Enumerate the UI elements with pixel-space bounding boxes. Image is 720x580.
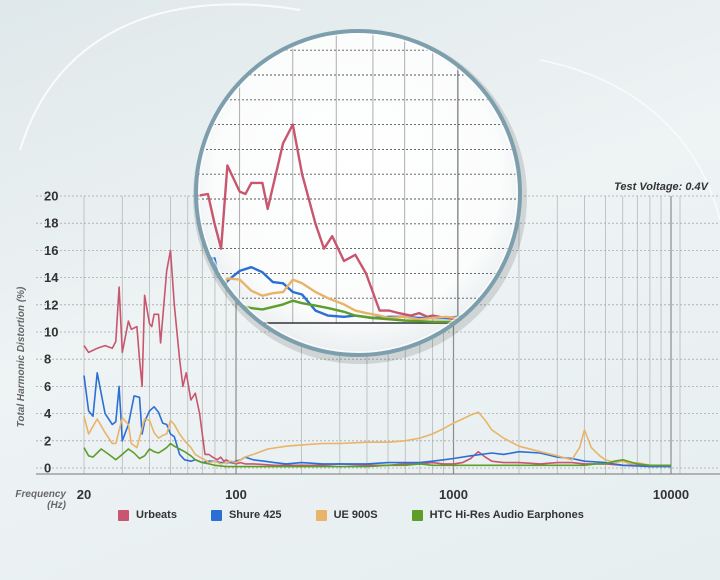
magnifier-lens bbox=[196, 31, 520, 355]
legend-label-urbeats: Urbeats bbox=[136, 509, 177, 521]
inset-series-line-ue-900s bbox=[196, 271, 520, 322]
magnifier-inset bbox=[193, 29, 527, 364]
x-axis-title: Frequency bbox=[15, 489, 66, 500]
series-line-htc-hi-res-audio-earphones bbox=[83, 442, 671, 468]
y-tick-label: 8 bbox=[44, 352, 51, 367]
x-tick-label: 20 bbox=[77, 487, 91, 502]
series-line-ue-900s bbox=[83, 411, 671, 467]
legend-item-htc: HTC Hi-Res Audio Earphones bbox=[411, 509, 584, 521]
legend-item-ue-900s: UE 900S bbox=[315, 509, 378, 521]
legend-swatch-htc bbox=[411, 509, 423, 521]
y-tick-label: 20 bbox=[44, 189, 58, 204]
legend-label-htc: HTC Hi-Res Audio Earphones bbox=[429, 509, 584, 521]
y-tick-label: 0 bbox=[44, 461, 51, 476]
legend: Urbeats Shure 425 UE 900S HTC Hi-Res Aud… bbox=[118, 507, 618, 523]
legend-swatch-urbeats bbox=[118, 509, 129, 521]
legend-item-urbeats: Urbeats bbox=[118, 509, 177, 521]
y-tick-label: 4 bbox=[44, 406, 52, 421]
x-tick-label: 10000 bbox=[653, 487, 689, 502]
x-axis-title-unit: (Hz) bbox=[47, 500, 67, 511]
legend-swatch-ue-900s bbox=[315, 509, 327, 521]
chart-annotation: Test Voltage: 0.4V bbox=[614, 181, 710, 193]
background-arc bbox=[19, 3, 301, 151]
y-tick-label: 12 bbox=[44, 297, 58, 312]
x-tick-label: 1000 bbox=[439, 487, 468, 502]
y-tick-label: 2 bbox=[44, 433, 51, 448]
legend-label-shure-425: Shure 425 bbox=[228, 509, 282, 521]
x-tick-label: 100 bbox=[225, 487, 247, 502]
y-tick-label: 14 bbox=[44, 270, 59, 285]
magnifier-rim-highlight bbox=[198, 33, 518, 353]
y-tick-label: 6 bbox=[44, 379, 51, 394]
series-lines bbox=[83, 249, 671, 468]
y-tick-label: 16 bbox=[44, 243, 58, 258]
y-tick-label: 10 bbox=[44, 325, 58, 340]
series-line-shure-425 bbox=[83, 372, 671, 468]
legend-swatch-shure-425 bbox=[210, 509, 222, 521]
series-line-urbeats bbox=[83, 249, 671, 467]
inset-series-line-urbeats bbox=[196, 123, 520, 322]
y-tick-label: 18 bbox=[44, 216, 58, 231]
magnifier-rim bbox=[194, 29, 522, 357]
background-arc bbox=[539, 59, 720, 221]
legend-item-shure-425: Shure 425 bbox=[210, 509, 282, 521]
legend-label-ue-900s: UE 900S bbox=[333, 509, 378, 521]
y-axis-title: Total Harmonic Distortion (%) bbox=[16, 286, 27, 427]
